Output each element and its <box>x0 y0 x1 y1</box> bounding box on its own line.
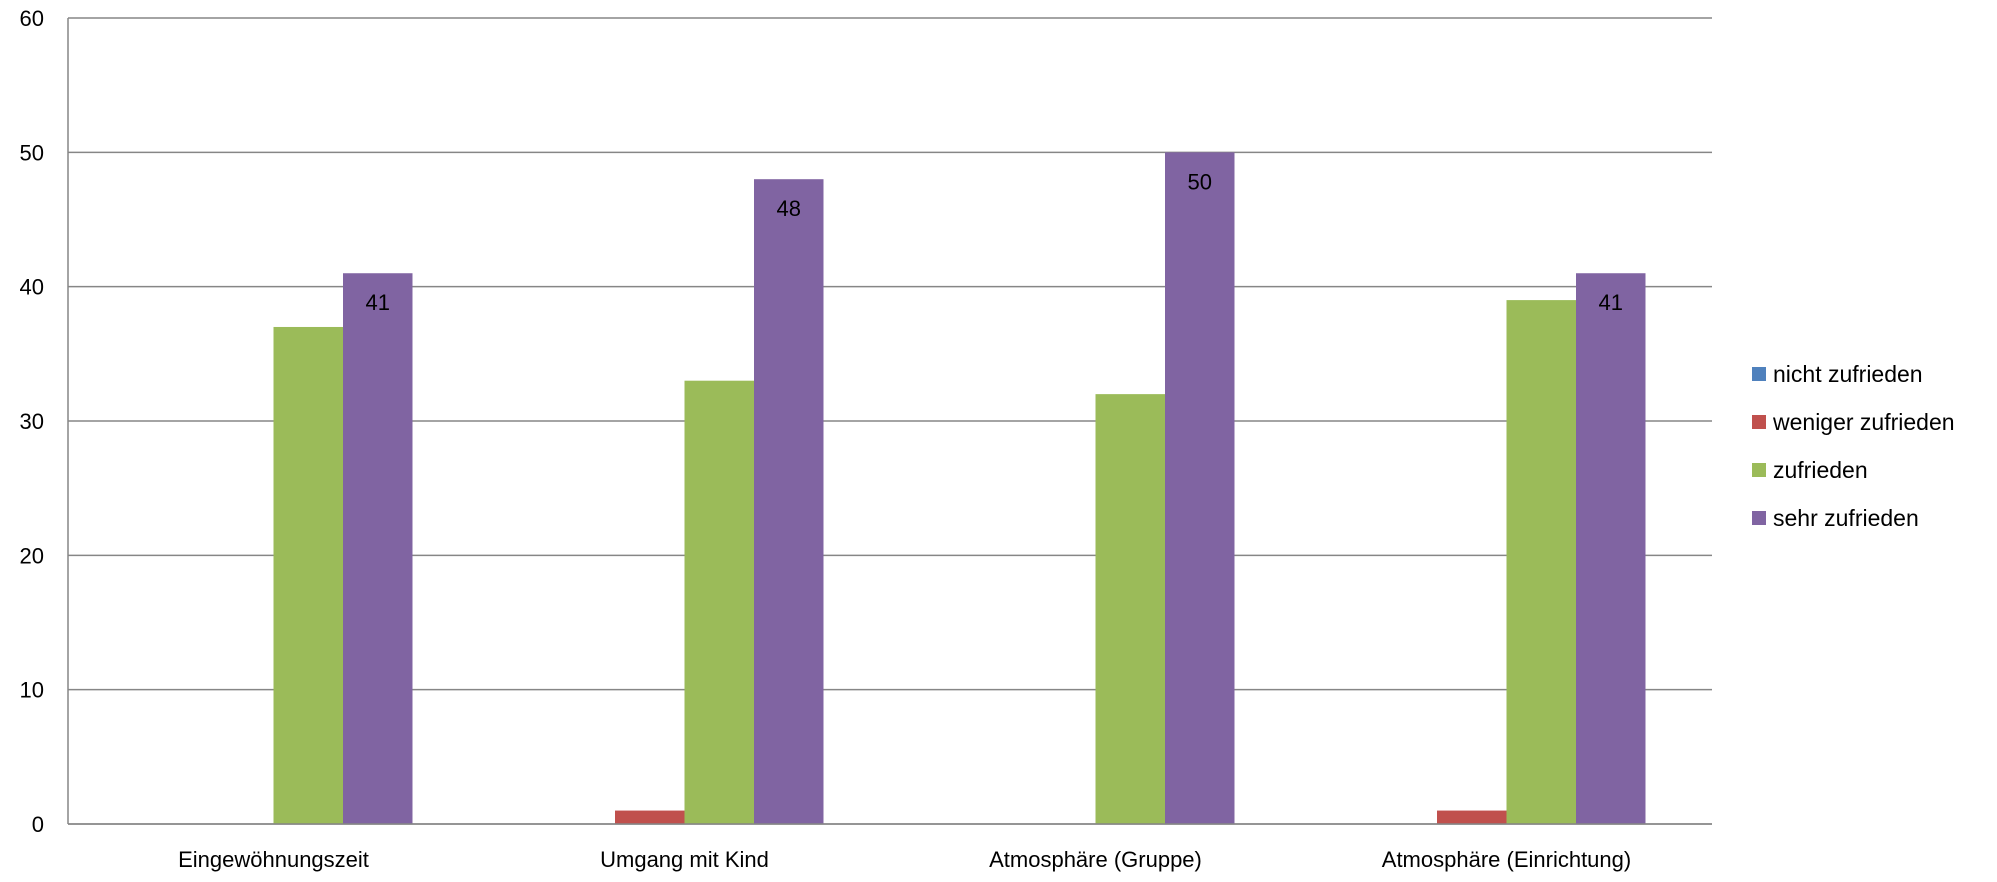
legend-label: sehr zufrieden <box>1773 504 1919 531</box>
y-tick-label: 0 <box>32 812 44 837</box>
bar <box>754 179 824 824</box>
y-tick-label: 20 <box>20 543 44 568</box>
data-label: 41 <box>366 290 390 315</box>
legend-swatch <box>1752 511 1766 525</box>
x-category-label: Atmosphäre (Einrichtung) <box>1382 847 1631 872</box>
legend-item: weniger zufrieden <box>1752 398 1955 446</box>
data-label: 41 <box>1599 290 1623 315</box>
x-category-label: Eingewöhnungszeit <box>178 847 369 872</box>
bar <box>684 380 754 824</box>
bar <box>1095 394 1165 824</box>
data-label: 48 <box>777 196 801 221</box>
legend-swatch <box>1752 415 1766 429</box>
legend-swatch <box>1752 463 1766 477</box>
y-tick-label: 10 <box>20 678 44 703</box>
bar <box>1437 810 1507 824</box>
bar <box>615 810 685 824</box>
legend-item: zufrieden <box>1752 446 1955 494</box>
y-tick-label: 50 <box>20 140 44 165</box>
y-tick-label: 30 <box>20 409 44 434</box>
chart-legend: nicht zufrieden weniger zufrieden zufriede… <box>1752 350 1955 542</box>
legend-label: weniger zufrieden <box>1773 408 1955 435</box>
legend-label: zufrieden <box>1773 456 1868 483</box>
bar <box>273 326 343 824</box>
bar <box>1165 152 1235 825</box>
y-tick-label: 60 <box>20 6 44 31</box>
x-category-label: Atmosphäre (Gruppe) <box>989 847 1202 872</box>
legend-item: sehr zufrieden <box>1752 494 1955 542</box>
x-category-label: Umgang mit Kind <box>600 847 769 872</box>
y-tick-label: 40 <box>20 275 44 300</box>
bar <box>1506 300 1576 825</box>
bar <box>343 273 413 824</box>
bar <box>1576 273 1646 824</box>
legend-item: nicht zufrieden <box>1752 350 1955 398</box>
legend-swatch <box>1752 367 1766 381</box>
data-label: 50 <box>1188 169 1212 194</box>
legend-label: nicht zufrieden <box>1773 360 1923 387</box>
